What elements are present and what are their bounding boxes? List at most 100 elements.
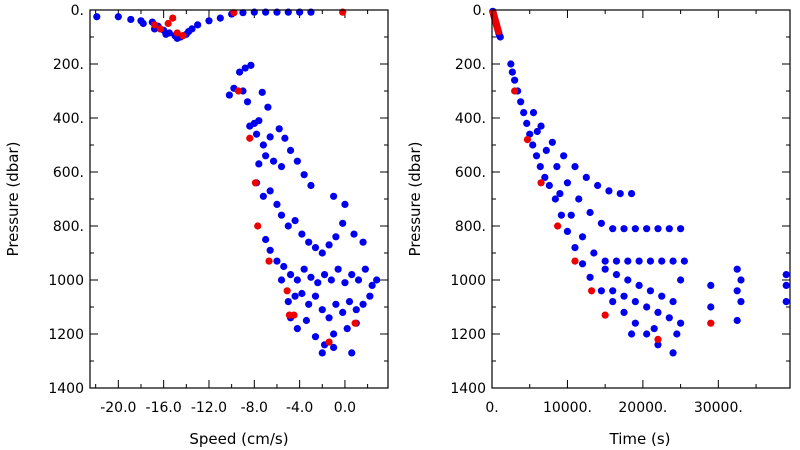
data-point [330,330,338,338]
y-axis-label: Pressure (dbar) [4,142,22,257]
data-point [350,230,358,238]
data-point [343,325,351,333]
x-tick-label: 0. [485,400,498,416]
data-point [643,303,651,311]
highlight-point [707,319,715,327]
highlight-point [537,179,545,187]
data-point [654,308,662,316]
data-point [305,300,313,308]
data-point [247,61,255,69]
data-point [508,68,516,76]
data-point [241,64,249,72]
data-point [536,163,544,171]
data-point [300,171,308,179]
highlight-point [164,19,172,28]
y-tick-label: 600. [455,165,486,181]
data-point [216,14,224,22]
x-tick-label: -16.0 [146,400,182,416]
data-point [293,157,301,165]
data-point [277,211,286,219]
data-point [631,319,639,327]
data-point [677,276,685,284]
data-point [609,287,617,295]
data-point [605,187,613,195]
data-point [635,281,643,289]
data-point [548,138,556,146]
x-tick-label: 30000. [694,400,743,416]
data-point [300,265,308,273]
data-point [669,349,677,357]
data-point [737,276,745,284]
data-point [545,181,553,190]
data-point [318,249,326,257]
data-point [275,125,283,133]
data-point [616,190,624,198]
data-point [277,276,286,284]
data-point [520,109,528,117]
data-point [571,244,579,252]
data-point [339,219,347,227]
x-tick-label: 0.0 [334,400,356,416]
data-point [586,273,594,281]
data-point [307,273,315,281]
highlight-point [571,257,579,265]
data-point [609,298,617,306]
y-tick-label: 0. [473,3,486,19]
data-point [127,15,135,24]
highlight-point [179,32,187,40]
data-point [665,225,673,233]
data-point [298,230,306,238]
data-point [582,173,590,181]
data-point [646,287,655,295]
data-point [318,306,326,314]
data-point [658,292,666,300]
data-point [298,289,306,298]
data-point [266,133,274,141]
data-point [601,265,609,273]
data-point [239,9,247,17]
data-point [173,34,181,42]
highlight-point [169,14,177,22]
data-point [496,33,504,41]
data-point [563,179,572,187]
y-tick-label: 200. [455,57,486,73]
data-point [601,257,609,265]
data-point [225,91,233,99]
y-tick-label: 1200 [48,327,84,343]
data-point [345,298,354,306]
highlight-point [156,25,164,33]
data-point [590,249,598,257]
x-tick-label: -4.0 [286,400,313,416]
data-point [286,271,295,279]
highlight-point [265,257,273,265]
plot-frame [89,9,389,389]
data-point [280,262,288,271]
data-point [523,119,531,127]
data-point [259,192,267,200]
data-point [733,316,741,325]
x-tick-label: -12.0 [191,400,227,416]
data-point [314,279,322,287]
data-point [680,257,688,265]
data-point [707,303,715,311]
data-point [551,195,559,203]
data-point [348,349,356,357]
data-point [339,308,347,316]
data-point [532,152,541,160]
data-point [307,181,315,190]
highlight-point [251,179,260,187]
data-point [320,271,329,279]
data-point [235,68,244,76]
data-point [677,225,685,233]
data-point [311,244,320,252]
x-tick-label: 20000. [618,400,667,416]
time-panel: 0. 200. 400. 600. 800. 1000 1200 1400 0. 10000. 20… [406,3,791,448]
data-point [669,257,677,265]
plot-frame [491,9,791,389]
data-point [553,163,561,171]
y-tick-label: 1200 [450,327,486,343]
data-point [575,195,583,203]
data-point [293,325,301,333]
data-point [627,330,636,338]
